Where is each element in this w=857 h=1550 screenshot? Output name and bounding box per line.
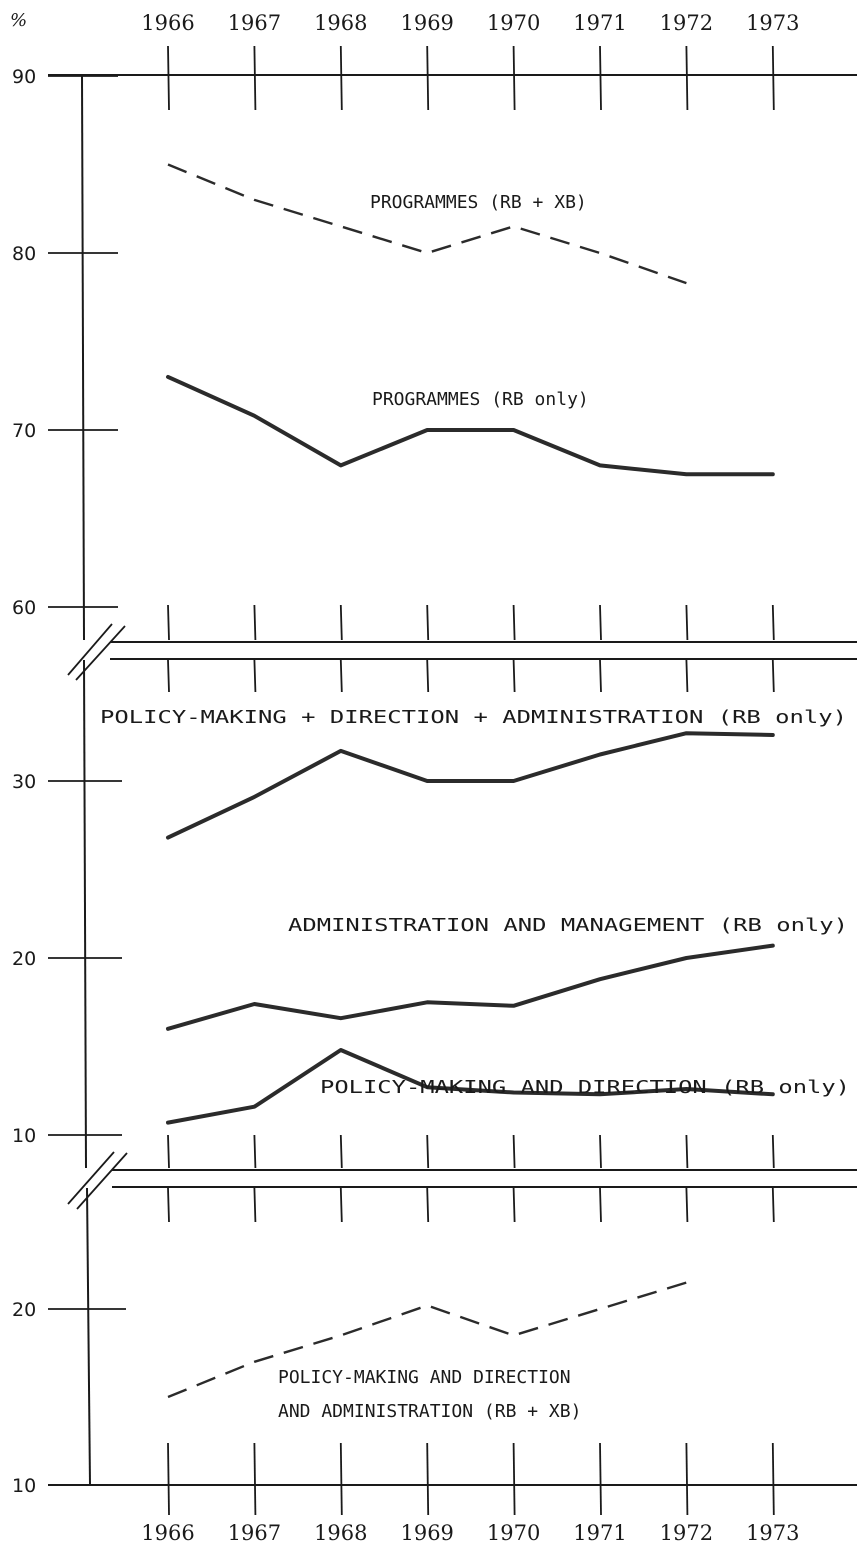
x-tick-label-bottom: 1969	[400, 1521, 453, 1545]
x-tick-mark	[512, 45, 516, 111]
series-line-1-0	[166, 731, 775, 840]
x-tick-mark	[426, 1442, 430, 1516]
y-tick-label: 20	[12, 948, 36, 970]
y-tick-label: 80	[12, 243, 36, 265]
x-tick-mark	[512, 659, 516, 693]
x-tick-label-top: 1968	[314, 11, 367, 35]
y-unit-label: %	[10, 10, 27, 31]
x-tick-mark	[771, 1442, 775, 1516]
x-tick-label-bottom: 1970	[487, 1521, 540, 1545]
label-policy-making-direction: POLICY-MAKING AND DIRECTION (RB only)	[320, 1077, 850, 1098]
x-tick-mark	[426, 1187, 430, 1223]
x-tick-mark	[685, 1134, 689, 1169]
x-tick-mark	[167, 1187, 170, 1223]
label-programmes-rb-xb: PROGRAMMES (RB + XB)	[370, 192, 587, 213]
x-tick-mark	[771, 659, 775, 693]
break-slash	[76, 1152, 128, 1210]
break-slash	[67, 1151, 115, 1205]
x-tick-mark	[426, 1134, 430, 1169]
x-tick-mark	[599, 1134, 602, 1169]
x-tick-mark	[771, 604, 775, 641]
x-tick-mark	[512, 1187, 516, 1223]
series-line-0-1	[166, 374, 775, 477]
x-tick-mark	[339, 1442, 343, 1516]
x-tick-mark	[253, 1187, 257, 1223]
break-slash	[67, 623, 113, 676]
x-tick-label-bottom: 1968	[314, 1521, 367, 1545]
x-tick-mark	[167, 1134, 170, 1169]
x-tick-mark	[253, 659, 257, 693]
x-tick-mark	[512, 604, 516, 641]
x-tick-mark	[771, 1187, 775, 1223]
x-tick-mark	[599, 604, 602, 641]
y-tick-label: 10	[12, 1125, 36, 1147]
y-axis-top	[81, 74, 85, 641]
x-tick-label-top: 1972	[660, 11, 713, 35]
series-line-2-0	[167, 1281, 687, 1399]
x-tick-mark	[339, 604, 343, 641]
label-policy-direction-admin-rb-xb-line2: AND ADMINISTRATION (RB + XB)	[278, 1401, 581, 1422]
x-tick-mark	[167, 1442, 170, 1516]
x-tick-mark	[685, 659, 689, 693]
label-policy-direction-administration: POLICY-MAKING + DIRECTION + ADMINISTRATI…	[100, 707, 847, 728]
x-tick-mark	[339, 659, 343, 693]
chart-frame	[48, 45, 857, 1516]
x-tick-mark	[685, 604, 689, 641]
x-tick-mark	[167, 45, 170, 111]
x-tick-mark	[599, 1187, 602, 1223]
x-tick-mark	[339, 1134, 343, 1169]
x-tick-label-top: 1969	[400, 11, 453, 35]
x-tick-label-top: 1966	[141, 11, 194, 35]
x-tick-label-bottom: 1967	[228, 1521, 281, 1545]
x-tick-label-top: 1970	[487, 11, 540, 35]
x-tick-mark	[771, 1134, 775, 1169]
series-line-1-1	[166, 943, 775, 1031]
series-line-0-0	[167, 163, 687, 285]
x-tick-mark	[426, 659, 430, 693]
y-axis-bottom	[86, 1187, 91, 1486]
x-tick-mark	[771, 45, 775, 111]
x-tick-mark	[253, 1134, 257, 1169]
x-tick-mark	[339, 45, 343, 111]
x-tick-mark	[685, 45, 689, 111]
x-tick-mark	[426, 604, 430, 641]
x-tick-label-top: 1973	[746, 11, 799, 35]
year-labels: 1966 1967 1968 1969 1970 1971 1972 1973 1966 1967…	[141, 11, 799, 1545]
label-administration-management: ADMINISTRATION AND MANAGEMENT (RB only)	[288, 915, 848, 936]
x-tick-label-bottom: 1971	[573, 1521, 626, 1545]
label-policy-direction-admin-rb-xb-line1: POLICY-MAKING AND DIRECTION	[278, 1367, 571, 1388]
y-tick-label: 30	[12, 771, 36, 793]
label-programmes-rb: PROGRAMMES (RB only)	[372, 389, 589, 410]
series-line-1-2	[166, 1048, 775, 1125]
y-tick-labels: 90 80 70 60 30 20 10 20 10	[12, 66, 36, 1497]
y-tick-label: 90	[12, 66, 36, 88]
x-tick-mark	[685, 1442, 689, 1516]
y-tick-label: 10	[12, 1475, 36, 1497]
x-tick-mark	[339, 1187, 343, 1223]
x-tick-mark	[599, 1442, 602, 1516]
x-tick-mark	[512, 1442, 516, 1516]
x-tick-label-bottom: 1966	[141, 1521, 194, 1545]
x-tick-mark	[426, 45, 430, 111]
y-tick-label: 60	[12, 597, 36, 619]
series-lines	[166, 163, 775, 1399]
x-tick-mark	[685, 1187, 689, 1223]
x-tick-label-top: 1967	[228, 11, 281, 35]
x-tick-mark	[167, 604, 170, 641]
x-tick-label-top: 1971	[573, 11, 626, 35]
x-tick-mark	[599, 45, 602, 111]
x-tick-mark	[253, 604, 257, 641]
x-tick-mark	[253, 45, 257, 111]
x-tick-label-bottom: 1972	[660, 1521, 713, 1545]
y-tick-label: 20	[12, 1299, 36, 1321]
x-tick-mark	[599, 659, 602, 693]
x-tick-mark	[512, 1134, 516, 1169]
x-tick-label-bottom: 1973	[746, 1521, 799, 1545]
x-tick-mark	[167, 659, 170, 693]
y-axis-middle	[83, 659, 87, 1169]
x-tick-mark	[253, 1442, 257, 1516]
y-tick-label: 70	[12, 420, 36, 442]
break-slash	[75, 625, 126, 681]
